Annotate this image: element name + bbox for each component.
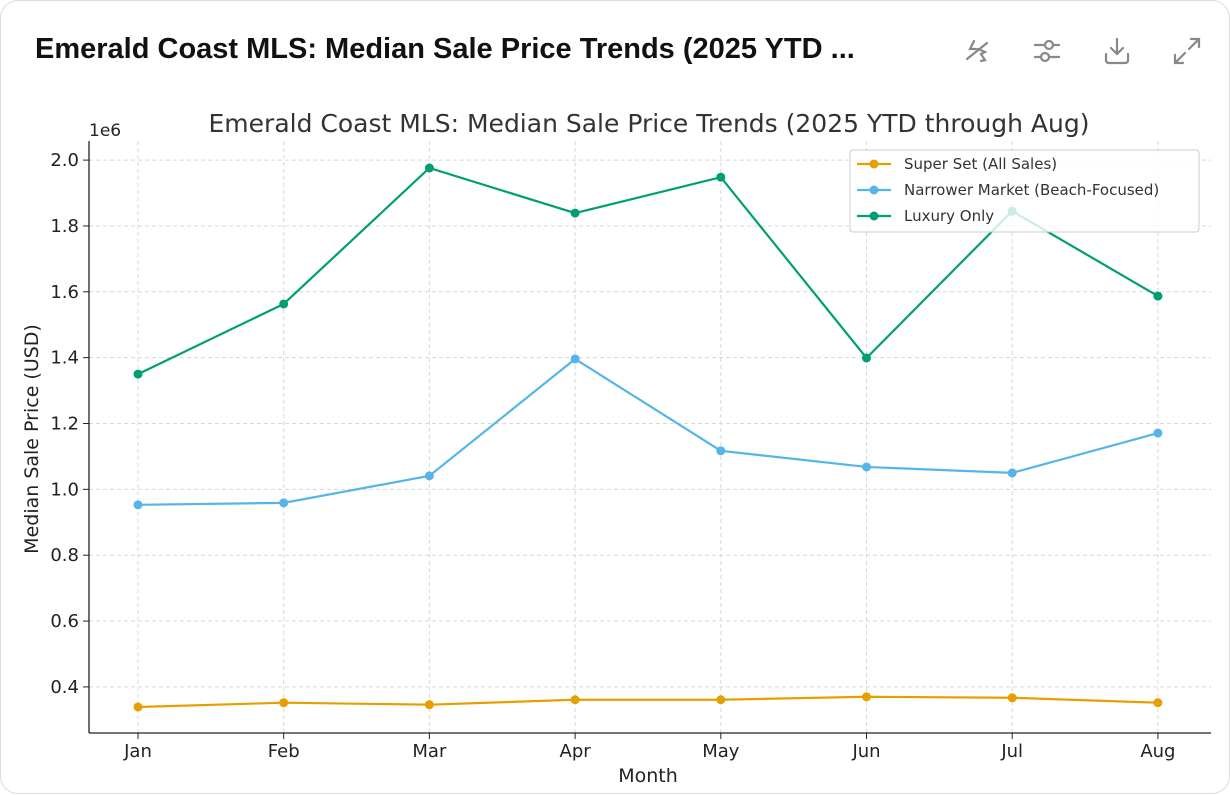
data-point — [716, 695, 726, 705]
data-point — [279, 698, 289, 708]
data-point — [1153, 428, 1163, 438]
data-point — [424, 700, 434, 710]
y-axis-label: Median Sale Price (USD) — [21, 324, 43, 554]
data-point — [570, 695, 580, 705]
data-point — [279, 299, 289, 309]
legend-label: Luxury Only — [904, 207, 994, 225]
data-point — [862, 462, 871, 472]
data-point — [570, 208, 580, 218]
legend-label: Narrower Market (Beach-Focused) — [904, 181, 1159, 199]
data-point — [1007, 693, 1017, 703]
x-tick-label: Apr — [560, 741, 592, 762]
y-tick-label: 1.6 — [50, 282, 79, 303]
legend-marker — [869, 211, 879, 221]
x-tick-label: Jan — [123, 741, 152, 762]
y-tick-label: 1.8 — [50, 216, 79, 237]
download-icon[interactable] — [1099, 33, 1135, 69]
data-point — [716, 446, 726, 456]
legend-box — [849, 149, 1200, 233]
data-point — [716, 172, 726, 182]
y-tick-label: 0.6 — [50, 611, 79, 632]
x-tick-label: Feb — [268, 741, 300, 762]
y-tick-label: 1.0 — [50, 479, 79, 500]
series-line — [137, 357, 1159, 506]
data-point — [424, 163, 434, 173]
y-offset-label: 1e6 — [89, 121, 121, 141]
y-tick-label: 1.4 — [50, 348, 79, 369]
settings-sliders-icon[interactable] — [1029, 33, 1065, 69]
x-tick-label: May — [702, 741, 740, 762]
series-line — [137, 695, 1158, 709]
expand-icon[interactable] — [1169, 33, 1205, 69]
data-point — [279, 498, 289, 508]
legend-marker — [869, 159, 879, 169]
data-point — [570, 354, 580, 364]
legend-label: Super Set (All Sales) — [904, 155, 1057, 173]
x-axis-label: Month — [618, 765, 678, 787]
data-point — [862, 353, 871, 363]
data-point — [862, 692, 871, 702]
hide-interactive-icon[interactable] — [959, 33, 995, 69]
y-tick-label: 0.8 — [50, 545, 79, 566]
y-tick-label: 1.2 — [50, 414, 79, 435]
chart-title: Emerald Coast MLS: Median Sale Price Tre… — [209, 109, 1090, 138]
y-tick-label: 0.4 — [50, 677, 79, 698]
data-point — [133, 702, 143, 712]
x-tick-label: Mar — [412, 741, 447, 762]
data-point — [133, 500, 143, 510]
card-title: Emerald Coast MLS: Median Sale Price Tre… — [35, 33, 855, 65]
legend-marker — [869, 185, 879, 195]
series-line — [137, 166, 1159, 376]
x-tick-label: Jun — [851, 741, 880, 762]
data-point — [424, 471, 434, 481]
data-point — [1007, 468, 1017, 478]
data-point — [1153, 698, 1163, 708]
y-tick-label: 2.0 — [50, 150, 79, 171]
x-tick-label: Jul — [1000, 741, 1023, 762]
x-tick-label: Aug — [1140, 741, 1175, 762]
data-point — [1153, 291, 1163, 301]
data-point — [133, 369, 143, 379]
